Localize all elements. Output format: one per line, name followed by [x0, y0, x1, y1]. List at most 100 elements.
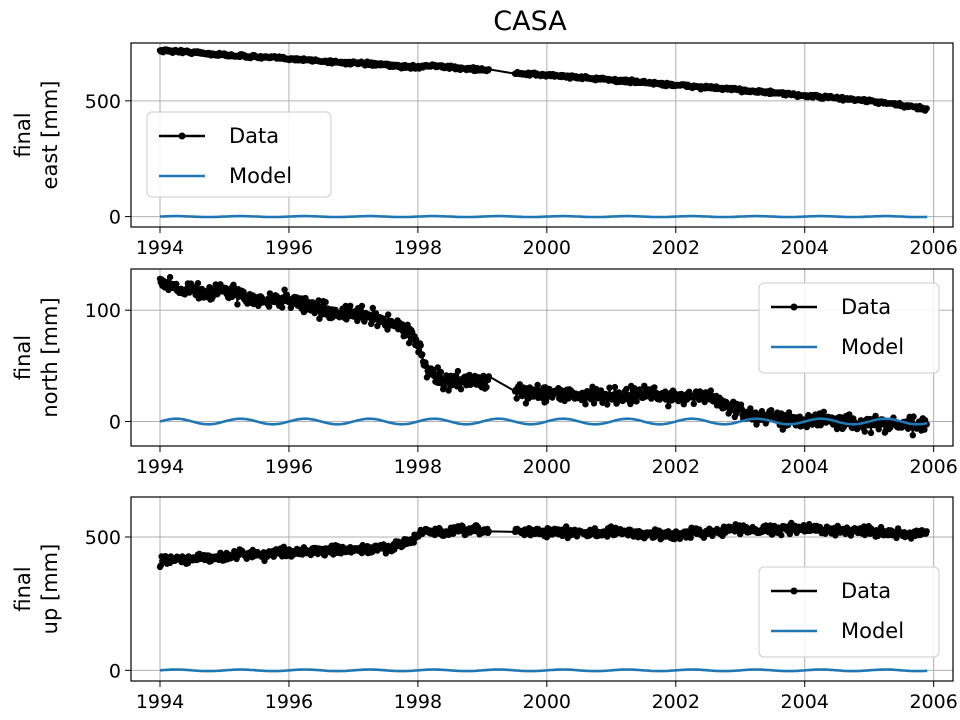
x-tick-label: 1996	[265, 456, 313, 478]
x-tick-label: 2002	[652, 456, 700, 478]
data-point	[419, 351, 426, 358]
data-point	[437, 368, 444, 376]
data-point	[909, 432, 916, 439]
panel-north: 1994 1996 1998 2000 2002 2004 2006 0 100 final nor…	[11, 268, 958, 478]
legend: Data Model	[146, 111, 332, 198]
model-series-line	[159, 668, 928, 673]
data-point	[753, 421, 760, 428]
data-point	[457, 386, 465, 393]
x-tick-label: 2004	[781, 237, 829, 259]
data-point	[633, 398, 640, 405]
data-point	[440, 383, 448, 390]
data-point	[405, 339, 413, 347]
figure-title: CASA	[493, 6, 567, 37]
legend-marker-data	[178, 132, 186, 140]
data-point	[343, 316, 350, 323]
x-tick-label: 2006	[909, 456, 957, 478]
plot-area	[156, 273, 930, 439]
data-point	[921, 426, 928, 433]
panel-east: 1994 1996 1998 2000 2002 2004 2006 0 500 final eas…	[11, 42, 958, 259]
data-point	[803, 423, 810, 431]
x-tick-label: 1996	[265, 691, 313, 713]
data-point	[483, 384, 490, 391]
model-series-line	[159, 214, 928, 219]
data-point	[534, 381, 541, 389]
y-axis-label-line: north [mm]	[38, 297, 62, 417]
legend-label-data: Data	[229, 124, 279, 148]
data-point	[680, 401, 687, 408]
legend-label-data: Data	[841, 295, 891, 319]
x-tick-label: 1994	[136, 456, 184, 478]
x-tick-label: 2002	[652, 237, 700, 259]
y-axis-label-line: final	[11, 566, 35, 611]
y-axis-label-line: up [mm]	[38, 544, 62, 635]
data-point	[322, 298, 329, 306]
data-point	[707, 387, 714, 394]
x-tick-label: 2004	[781, 456, 829, 478]
axes-frame	[130, 496, 954, 682]
axes-frame	[130, 42, 954, 228]
x-tick-label: 2000	[523, 237, 571, 259]
data-point	[910, 413, 917, 420]
legend-marker-data	[790, 303, 798, 311]
data-point	[385, 311, 392, 318]
data-point	[861, 428, 868, 435]
data-point	[687, 534, 694, 541]
data-point	[234, 301, 241, 308]
data-point	[445, 387, 452, 394]
data-point	[768, 407, 775, 414]
data-point	[281, 286, 288, 293]
x-tick-label: 1998	[394, 456, 442, 478]
data-point	[434, 364, 441, 371]
data-point	[563, 523, 570, 530]
data-point	[651, 384, 658, 391]
data-point	[417, 342, 424, 349]
panel-up: 1994 1996 1998 2000 2002 2004 2006 0 500 final up …	[11, 496, 958, 713]
data-point	[166, 273, 174, 281]
data-point	[485, 373, 492, 380]
model-series-line	[159, 417, 928, 426]
data-point	[565, 395, 572, 402]
y-axis-label: final north [mm]	[11, 297, 62, 417]
y-tick-label: 500	[85, 91, 121, 113]
data-point	[615, 389, 622, 396]
plot-area	[156, 519, 930, 673]
y-tick-label: 0	[109, 660, 121, 682]
data-point	[194, 280, 202, 287]
legend-label-model: Model	[229, 164, 292, 188]
data-point	[604, 401, 611, 408]
x-tick-label: 1994	[136, 237, 184, 259]
data-point	[485, 528, 492, 535]
legend: Data Model	[758, 282, 940, 374]
data-point	[665, 403, 672, 410]
data-point	[690, 400, 697, 407]
y-axis-label-line: final	[11, 112, 35, 157]
y-tick-label: 100	[85, 300, 121, 322]
data-point	[399, 321, 406, 328]
data-point	[820, 408, 827, 415]
data-point	[785, 409, 793, 416]
legend-label-model: Model	[841, 335, 904, 359]
data-point	[302, 294, 309, 302]
data-point	[923, 105, 930, 112]
data-point	[429, 366, 437, 374]
data-point	[513, 395, 520, 402]
legend: Data Model	[758, 566, 940, 658]
x-tick-label: 2002	[652, 691, 700, 713]
x-tick-label: 1994	[136, 691, 184, 713]
data-point	[867, 429, 875, 437]
data-point	[369, 304, 376, 312]
x-tick-label: 1996	[265, 237, 313, 259]
data-point	[631, 385, 638, 392]
x-tick-label: 2006	[909, 691, 957, 713]
data-point	[872, 412, 879, 420]
x-tick-label: 1998	[394, 691, 442, 713]
data-point	[606, 384, 613, 391]
data-point	[701, 398, 708, 406]
data-point	[522, 400, 530, 407]
data-point	[451, 372, 458, 380]
legend-marker-data	[790, 587, 798, 595]
data-point	[173, 280, 180, 288]
y-axis-label: final east [mm]	[11, 81, 62, 190]
